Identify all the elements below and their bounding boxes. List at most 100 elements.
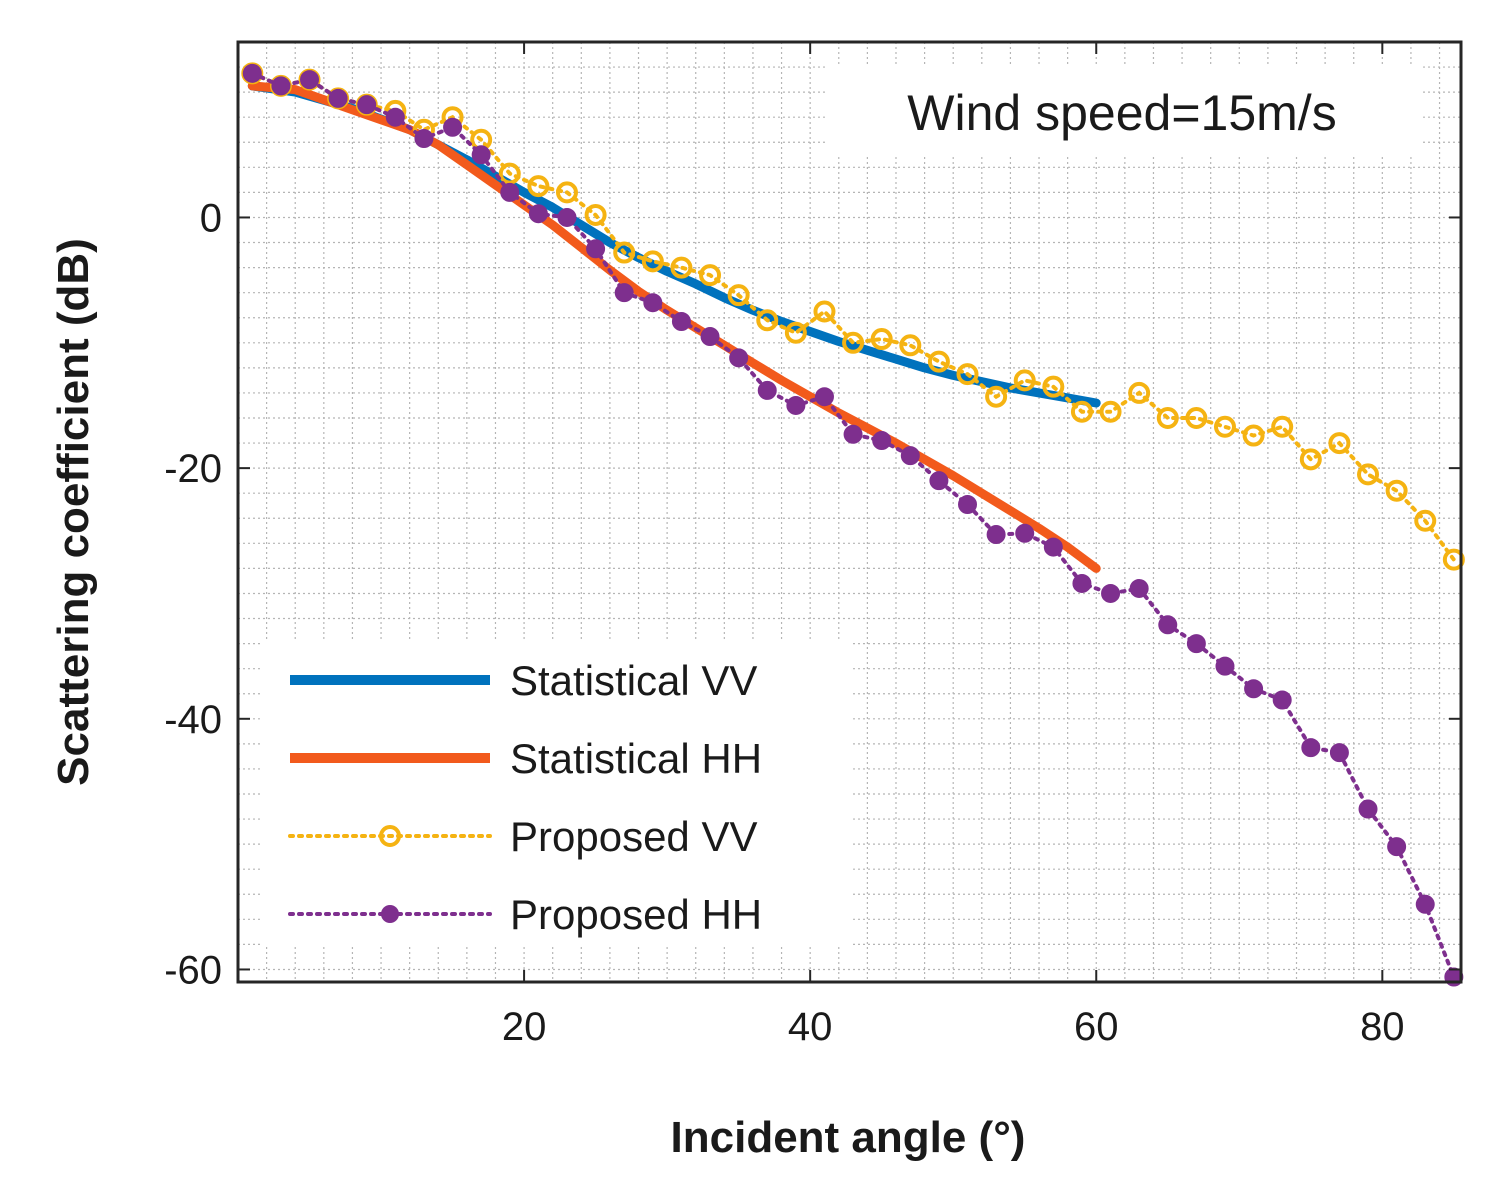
data-point xyxy=(1043,537,1063,557)
data-point xyxy=(1357,463,1380,486)
data-point xyxy=(1271,415,1294,438)
data-point xyxy=(242,63,262,83)
legend-item: Statistical HH xyxy=(290,735,762,782)
legend-swatch-marker xyxy=(381,905,399,923)
data-point xyxy=(1158,615,1178,635)
data-point xyxy=(1242,424,1265,447)
data-point xyxy=(1299,448,1322,471)
annotation-text: Wind speed=15m/s xyxy=(907,85,1336,141)
data-point xyxy=(1042,375,1065,398)
data-point xyxy=(1385,479,1408,502)
data-point xyxy=(500,182,520,202)
data-point xyxy=(842,331,865,354)
data-point xyxy=(527,175,550,198)
data-point xyxy=(1272,690,1292,710)
data-point xyxy=(985,385,1008,408)
data-point xyxy=(1215,656,1235,676)
data-point xyxy=(727,284,750,307)
data-point xyxy=(1129,578,1149,598)
data-point xyxy=(1072,573,1092,593)
data-layer xyxy=(241,62,1465,987)
data-point xyxy=(700,327,720,347)
data-point xyxy=(498,162,521,185)
data-point xyxy=(1414,509,1437,532)
data-point xyxy=(584,203,607,226)
x-tick-label: 40 xyxy=(788,1005,833,1049)
plot-area-frame xyxy=(236,40,1463,984)
series-line xyxy=(250,71,1456,562)
data-point xyxy=(986,525,1006,545)
legend-item: Proposed VV xyxy=(288,813,758,860)
data-point xyxy=(555,181,578,204)
legend-item: Statistical VV xyxy=(290,657,757,704)
data-point xyxy=(1185,407,1208,429)
data-point xyxy=(786,395,806,415)
data-point xyxy=(414,129,434,149)
series-proposed-hh xyxy=(242,63,1464,987)
data-point xyxy=(1013,369,1036,392)
data-point xyxy=(757,380,777,400)
data-point xyxy=(328,88,348,108)
data-point xyxy=(1415,894,1435,914)
data-point xyxy=(870,328,893,351)
data-point xyxy=(1213,415,1236,438)
data-point xyxy=(1099,400,1122,423)
data-point xyxy=(1244,679,1264,699)
y-tick-label: -40 xyxy=(164,698,222,742)
data-point xyxy=(586,239,606,259)
data-point xyxy=(900,446,920,466)
x-tick-label: 60 xyxy=(1074,1005,1119,1049)
data-point xyxy=(872,431,892,451)
data-point xyxy=(641,250,664,273)
data-point xyxy=(899,334,922,357)
data-point xyxy=(614,283,634,303)
data-point xyxy=(471,145,491,165)
data-point xyxy=(927,350,950,373)
legend-label: Statistical HH xyxy=(510,735,762,782)
data-point xyxy=(1358,799,1378,819)
data-point xyxy=(1128,381,1151,404)
data-point xyxy=(528,204,548,224)
legend-item: Proposed HH xyxy=(288,891,762,938)
y-tick-label: 0 xyxy=(200,196,222,240)
data-point xyxy=(443,117,463,137)
data-point xyxy=(1015,523,1035,543)
legend-label: Statistical VV xyxy=(510,657,757,704)
data-point xyxy=(814,387,834,407)
legend-label: Proposed VV xyxy=(510,813,758,860)
data-point xyxy=(670,256,693,279)
data-point xyxy=(958,494,978,514)
data-point xyxy=(1387,837,1407,857)
data-point xyxy=(784,321,807,344)
data-point xyxy=(1070,400,1093,423)
data-point xyxy=(357,95,377,115)
y-tick-label: -20 xyxy=(164,447,222,491)
data-point xyxy=(699,264,722,287)
data-point xyxy=(385,107,405,127)
x-tick-label: 80 xyxy=(1360,1005,1405,1049)
data-point xyxy=(956,363,979,386)
legend-label: Proposed HH xyxy=(510,891,762,938)
legend-swatch-marker xyxy=(379,825,401,847)
data-point xyxy=(557,207,577,227)
data-point xyxy=(1101,583,1121,603)
data-point xyxy=(929,471,949,491)
data-point xyxy=(1156,407,1179,429)
legend-background xyxy=(262,640,852,945)
data-point xyxy=(843,424,863,444)
data-point xyxy=(756,309,779,332)
data-point xyxy=(1301,738,1321,758)
data-point xyxy=(1329,743,1349,763)
annotation-box: Wind speed=15m/s xyxy=(828,64,1422,156)
x-tick-label: 20 xyxy=(502,1005,547,1049)
data-point xyxy=(729,348,749,368)
data-point xyxy=(300,70,320,90)
data-point xyxy=(613,241,636,264)
tick-layer: 20 40 60 80 0 -20 -40 -60 xyxy=(164,42,1461,1049)
data-point xyxy=(1442,548,1465,571)
data-point xyxy=(813,300,836,323)
data-point xyxy=(1328,432,1351,455)
data-point xyxy=(271,76,291,96)
legend: Statistical VV Statistical HH Proposed VV P… xyxy=(262,640,852,945)
